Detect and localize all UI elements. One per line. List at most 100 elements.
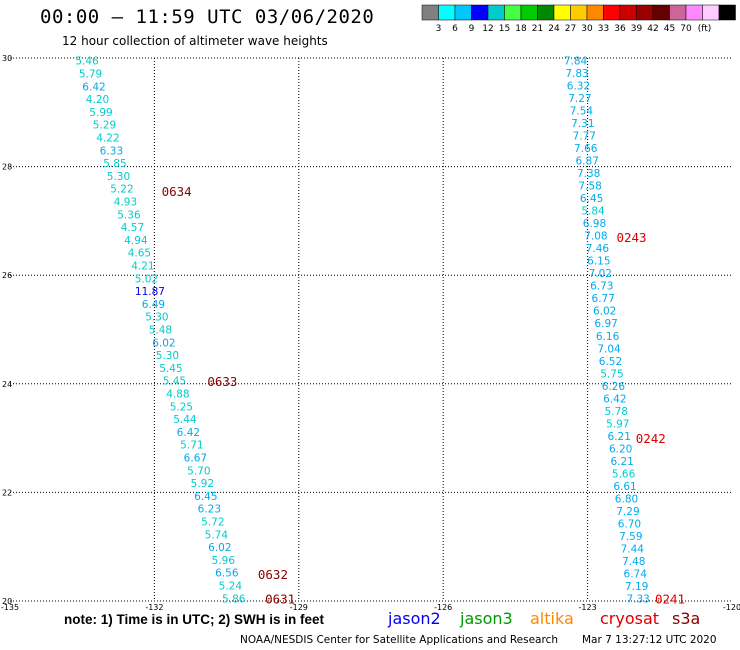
chart-subtitle: 12 hour collection of altimeter wave hei…: [62, 34, 328, 48]
wave-height-value: 6.56: [215, 568, 239, 580]
colorbar-swatch: [421, 4, 439, 21]
wave-height-value: 7.77: [573, 131, 596, 143]
legend-s3a: s3a: [672, 609, 701, 628]
wave-height-value: 7.46: [586, 243, 610, 255]
pass-time-label: 0242: [636, 431, 666, 446]
pass-time-label: 0633: [207, 374, 237, 389]
wave-height-value: 5.30: [145, 312, 168, 324]
wave-height-value: 6.33: [100, 145, 123, 157]
wave-height-value: 4.93: [114, 197, 137, 209]
wave-height-value: 6.45: [194, 491, 217, 503]
wave-height-value: 5.97: [606, 418, 629, 430]
wave-height-value: 4.57: [121, 222, 144, 234]
colorbar-swatch: [553, 4, 571, 21]
wave-height-value: 5.30: [107, 171, 130, 183]
colorbar-swatch: [471, 4, 489, 21]
colorbar-swatch: [504, 4, 522, 21]
colorbar-label: 15: [499, 24, 510, 34]
wave-height-value: 6.73: [590, 281, 613, 293]
wave-height-value: 6.87: [576, 156, 599, 168]
wave-height-value: 4.21: [131, 261, 154, 273]
wave-height-value: 5.46: [75, 56, 99, 68]
colorbar-label: 6: [452, 24, 458, 34]
colorbar-swatch: [636, 4, 654, 21]
legend-jason2: jason2: [388, 609, 441, 628]
wave-height-value: 6.16: [596, 331, 620, 343]
wave-height-value: 6.77: [592, 293, 615, 305]
wave-height-value: 5.74: [205, 529, 229, 541]
wave-height-value: 6.02: [208, 542, 231, 554]
wave-height-value: 6.21: [608, 431, 631, 443]
y-tick-label: 24: [2, 380, 12, 389]
wave-height-value: 6.42: [82, 81, 105, 93]
wave-height-value: 6.61: [613, 481, 636, 493]
wave-height-value: 5.22: [110, 184, 133, 196]
wave-height-value: 6.98: [583, 218, 606, 230]
colorbar-label: 9: [469, 24, 475, 34]
wave-height-value: 7.84: [564, 56, 588, 68]
wave-height-value: 5.86: [222, 593, 246, 605]
credit-line: NOAA/NESDIS Center for Satellite Applica…: [240, 634, 558, 646]
wave-height-value: 5.48: [149, 325, 172, 337]
wave-height-value: 6.52: [599, 356, 622, 368]
y-tick-label: 20: [2, 597, 12, 606]
wave-height-value: 6.97: [594, 318, 617, 330]
colorbar-label: 33: [598, 24, 609, 34]
x-tick-label: -123: [579, 603, 597, 612]
x-tick-label: -126: [434, 603, 452, 612]
wave-height-value: 5.45: [163, 376, 186, 388]
colorbar-label: 12: [482, 24, 493, 34]
legend-cryosat: cryosat: [600, 609, 660, 628]
wave-height-value: 5.29: [93, 120, 116, 132]
colorbar-swatch: [537, 4, 555, 21]
wave-height-value: 5.24: [219, 580, 243, 592]
x-tick-label: -135: [1, 603, 19, 612]
wave-height-value: 6.32: [567, 81, 590, 93]
colorbar-swatch: [438, 4, 456, 21]
legend-jason3: jason3: [460, 609, 513, 628]
wave-height-value: 11.87: [135, 286, 165, 298]
pass-time-label: 0241: [655, 591, 685, 606]
wave-height-value: 6.21: [610, 456, 633, 468]
wave-height-value: 7.38: [577, 168, 600, 180]
wave-height-value: 7.54: [570, 106, 594, 118]
wave-height-value: 5.75: [600, 368, 623, 380]
wave-height-value: 6.70: [618, 518, 641, 530]
wave-height-value: 6.20: [609, 443, 632, 455]
colorbar-label: (ft): [698, 24, 712, 34]
wave-height-value: 7.04: [597, 343, 621, 355]
colorbar-swatch: [570, 4, 588, 21]
wave-height-value: 6.80: [615, 493, 638, 505]
wave-height-value: 5.71: [180, 440, 203, 452]
wave-height-value: 6.49: [142, 299, 165, 311]
y-tick-label: 28: [2, 163, 12, 172]
wave-height-value: 6.74: [624, 568, 648, 580]
wave-height-value: 7.29: [616, 506, 639, 518]
colorbar-swatch: [702, 4, 720, 21]
wave-height-value: 5.30: [156, 350, 179, 362]
colorbar-label: 70: [680, 24, 692, 34]
wave-height-value: 4.65: [128, 248, 151, 260]
wave-height-value: 5.02: [135, 273, 158, 285]
colorbar-label: 30: [581, 24, 593, 34]
y-tick-label: 26: [2, 271, 12, 280]
units-note: note: 1) Time is in UTC; 2) SWH is in fe…: [64, 612, 325, 627]
wave-height-value: 6.23: [198, 504, 221, 516]
colorbar-label: 21: [532, 24, 543, 34]
legend-altika: altika: [530, 609, 574, 628]
wave-height-value: 5.44: [173, 414, 197, 426]
pass-time-label: 0243: [616, 230, 646, 245]
wave-height-value: 7.48: [622, 556, 645, 568]
wave-height-value: 6.45: [580, 193, 603, 205]
colorbar-swatch: [652, 4, 670, 21]
colorbar-label: 36: [614, 24, 626, 34]
wave-height-value: 5.78: [605, 406, 628, 418]
wave-height-value: 4.88: [166, 388, 189, 400]
wave-height-value: 5.66: [612, 468, 636, 480]
colorbar-swatch: [487, 4, 505, 21]
wave-height-value: 5.92: [191, 478, 214, 490]
wave-height-value: 6.67: [184, 452, 207, 464]
wave-height-value: 7.59: [619, 531, 642, 543]
colorbar-label: 27: [565, 24, 576, 34]
